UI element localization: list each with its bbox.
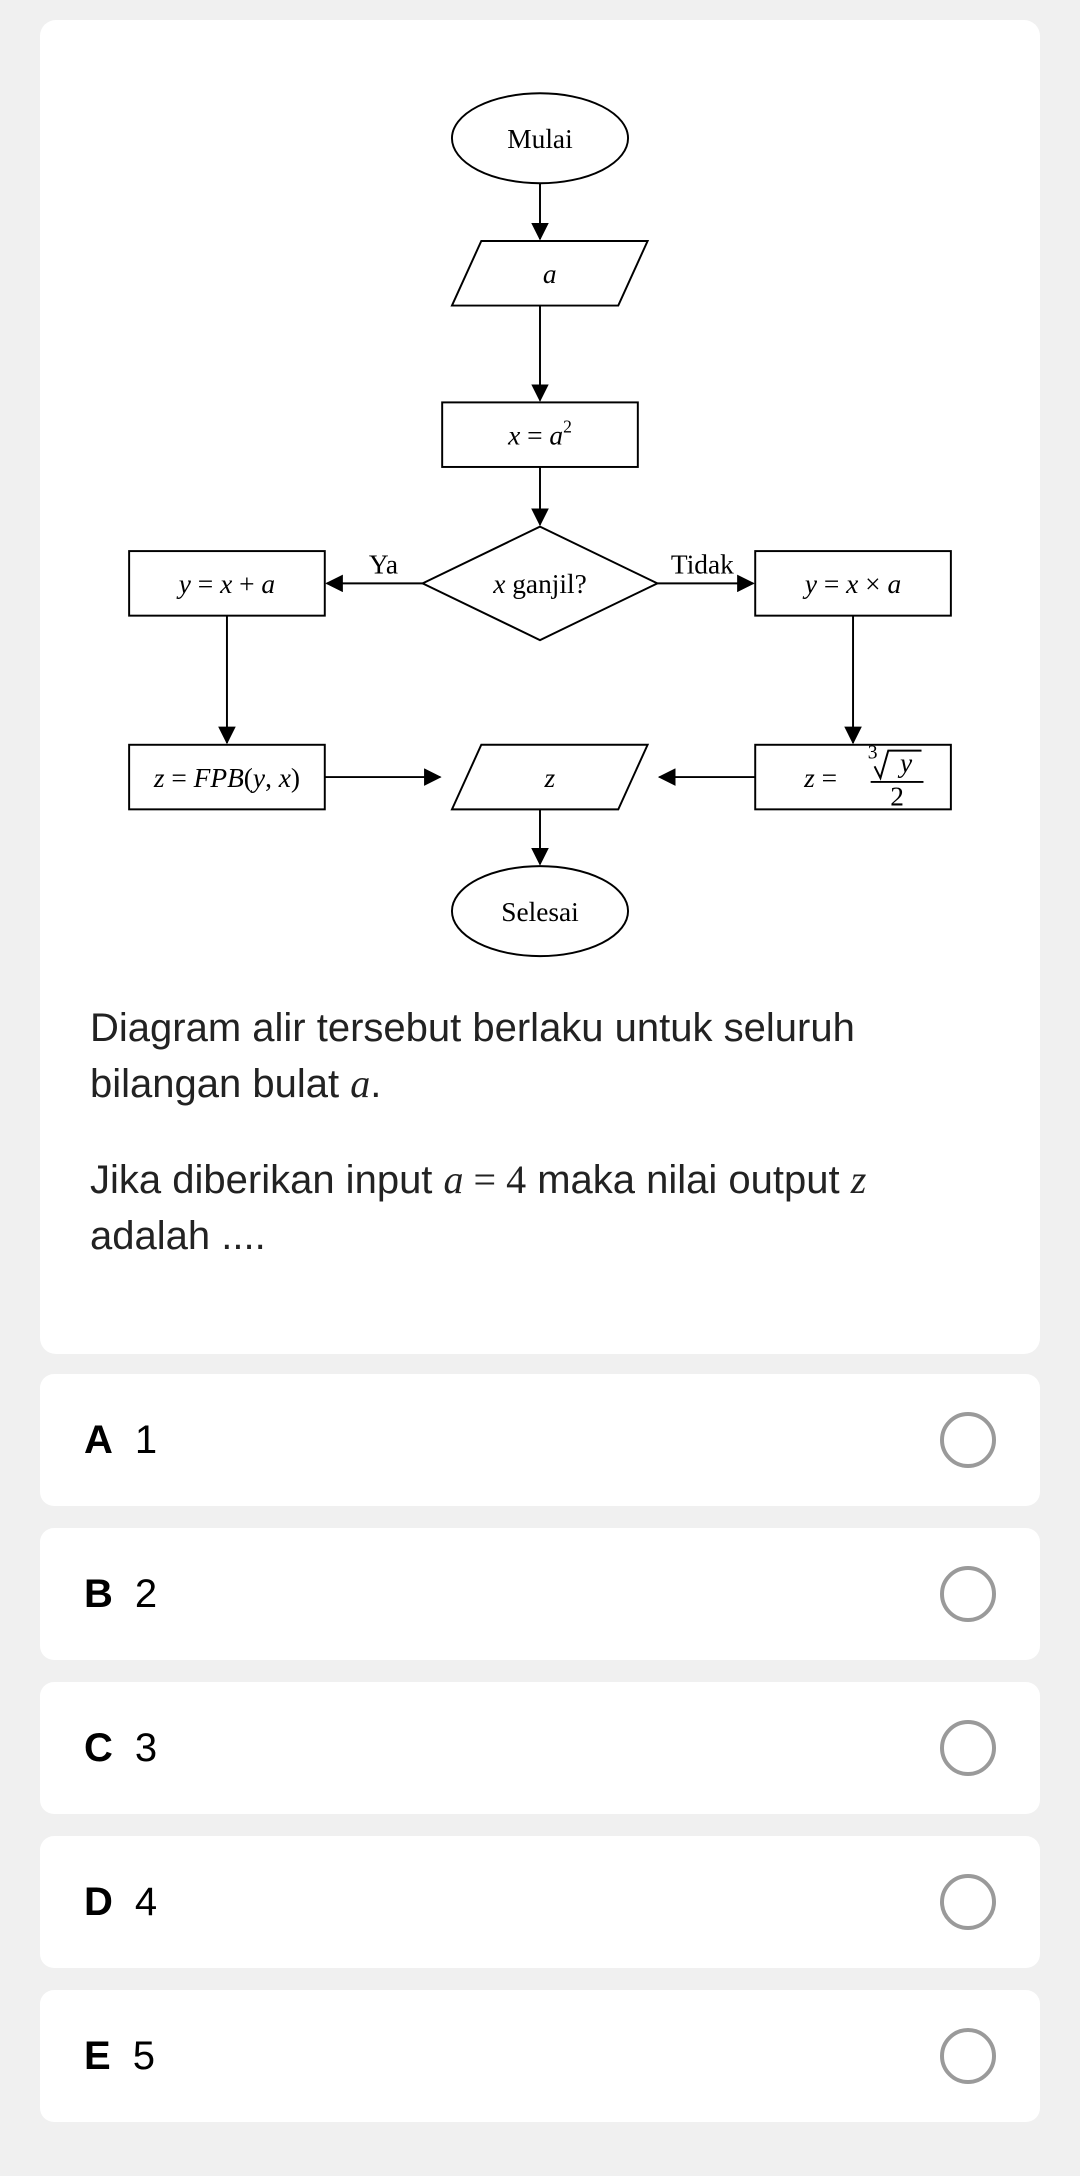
node-input-a-label: a — [543, 259, 557, 289]
node-start-label: Mulai — [507, 124, 573, 154]
option-e[interactable]: E 5 — [40, 1990, 1040, 2122]
q2-prefix: Jika diberikan input — [90, 1158, 444, 1202]
option-d[interactable]: D 4 — [40, 1836, 1040, 1968]
q1-prefix: Diagram alir tersebut berlaku untuk selu… — [90, 1006, 855, 1106]
flowchart-svg: Ya Tidak Mulai a x = a2 x ganjil? y = x … — [90, 60, 990, 960]
option-c[interactable]: C 3 — [40, 1682, 1040, 1814]
option-letter: D — [84, 1880, 113, 1925]
node-y-mult-label: y = x × a — [802, 569, 901, 599]
option-a[interactable]: A 1 — [40, 1374, 1040, 1506]
option-b[interactable]: B 2 — [40, 1528, 1040, 1660]
radio-icon[interactable] — [940, 1566, 996, 1622]
node-y-plus-label: y = x + a — [176, 569, 275, 599]
question-card: Ya Tidak Mulai a x = a2 x ganjil? y = x … — [40, 20, 1040, 1354]
node-x-eq-label: x = a2 — [507, 417, 572, 451]
q2-rhs: 4 — [506, 1157, 526, 1202]
q2-mid: maka nilai output — [526, 1158, 851, 1202]
option-letter: C — [84, 1726, 113, 1771]
radio-icon[interactable] — [940, 2028, 996, 2084]
node-z-cbrt — [755, 745, 951, 810]
flowchart-container: Ya Tidak Mulai a x = a2 x ganjil? y = x … — [90, 60, 990, 960]
q1-var: a — [350, 1061, 370, 1106]
q2-suffix: adalah .... — [90, 1214, 266, 1258]
option-value: 3 — [135, 1726, 157, 1771]
q2-lhs: a — [444, 1157, 464, 1202]
options-list: A 1 B 2 C 3 D 4 E 5 — [40, 1374, 1040, 2122]
question-line-2: Jika diberikan input a = 4 maka nilai ou… — [90, 1152, 990, 1264]
question-line-1: Diagram alir tersebut berlaku untuk selu… — [90, 1000, 990, 1112]
svg-text:2: 2 — [890, 781, 904, 811]
question-text: Diagram alir tersebut berlaku untuk selu… — [90, 1000, 990, 1264]
q1-suffix: . — [370, 1062, 381, 1106]
option-letter: B — [84, 1572, 113, 1617]
option-value: 5 — [133, 2034, 155, 2079]
option-value: 1 — [135, 1418, 157, 1463]
option-letter: E — [84, 2034, 111, 2079]
radio-icon[interactable] — [940, 1720, 996, 1776]
radio-icon[interactable] — [940, 1412, 996, 1468]
svg-text:3: 3 — [868, 742, 878, 763]
edge-label-tidak: Tidak — [671, 550, 734, 580]
node-end-label: Selesai — [501, 897, 579, 927]
option-value: 4 — [135, 1880, 157, 1925]
q2-var2: z — [851, 1157, 867, 1202]
node-output-z-label: z — [543, 763, 555, 793]
node-decision-label: x ganjil? — [492, 569, 587, 599]
option-value: 2 — [135, 1572, 157, 1617]
svg-text:y: y — [897, 748, 913, 778]
node-z-fpb-label: z = FPB(y, x) — [153, 763, 300, 793]
svg-text:z =: z = — [803, 763, 837, 793]
option-letter: A — [84, 1418, 113, 1463]
radio-icon[interactable] — [940, 1874, 996, 1930]
edge-label-ya: Ya — [369, 550, 398, 580]
